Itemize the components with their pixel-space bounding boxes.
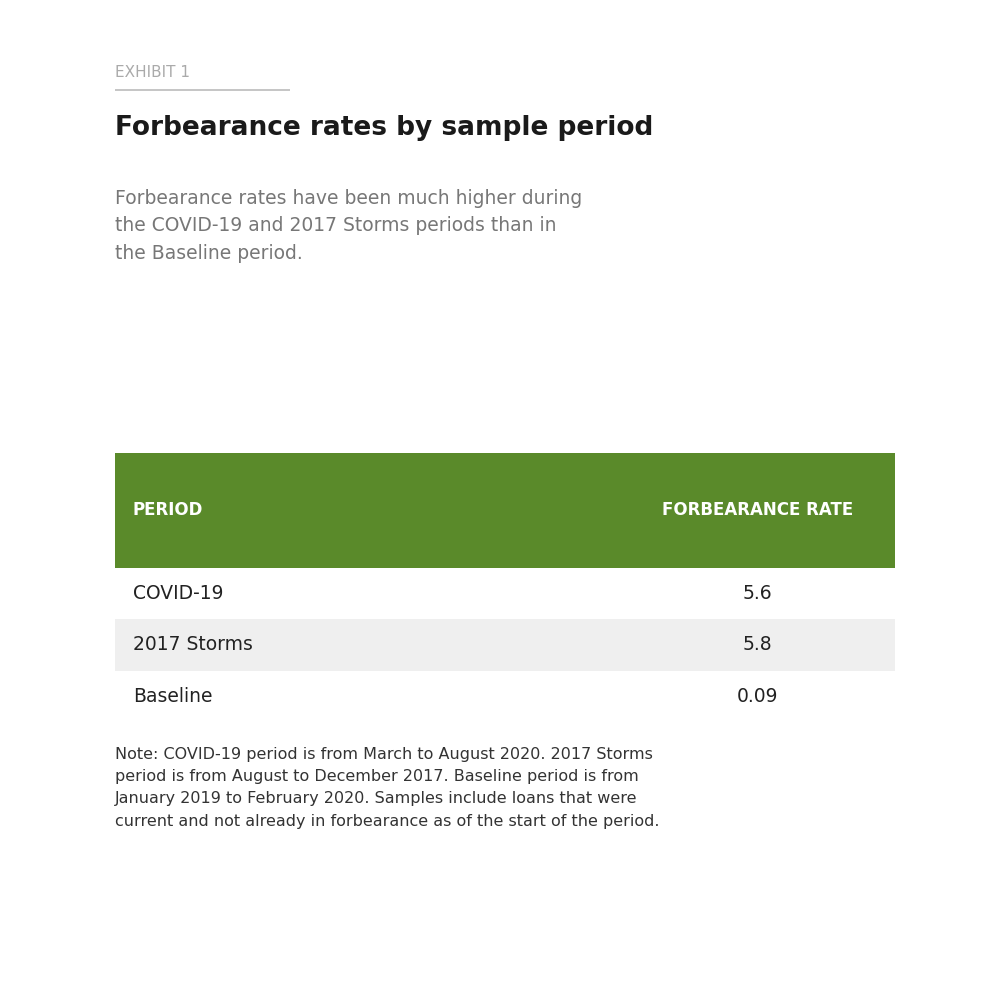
FancyBboxPatch shape — [115, 620, 895, 670]
Text: Forbearance rates by sample period: Forbearance rates by sample period — [115, 115, 653, 140]
Text: 2017 Storms: 2017 Storms — [133, 635, 253, 654]
Text: Forbearance rates have been much higher during
the COVID-19 and 2017 Storms peri: Forbearance rates have been much higher … — [115, 189, 582, 263]
Text: COVID-19: COVID-19 — [133, 584, 224, 603]
Text: EXHIBIT 1: EXHIBIT 1 — [115, 65, 190, 80]
Text: Note: COVID-19 period is from March to August 2020. 2017 Storms
period is from A: Note: COVID-19 period is from March to A… — [115, 747, 660, 829]
Text: Baseline: Baseline — [133, 687, 212, 706]
Text: 5.8: 5.8 — [743, 635, 772, 654]
FancyBboxPatch shape — [115, 568, 895, 620]
FancyBboxPatch shape — [115, 670, 895, 722]
Text: FORBEARANCE RATE: FORBEARANCE RATE — [662, 501, 853, 520]
Text: PERIOD: PERIOD — [133, 501, 203, 520]
Text: 0.09: 0.09 — [737, 687, 778, 706]
FancyBboxPatch shape — [115, 453, 895, 568]
Text: 5.6: 5.6 — [743, 584, 772, 603]
